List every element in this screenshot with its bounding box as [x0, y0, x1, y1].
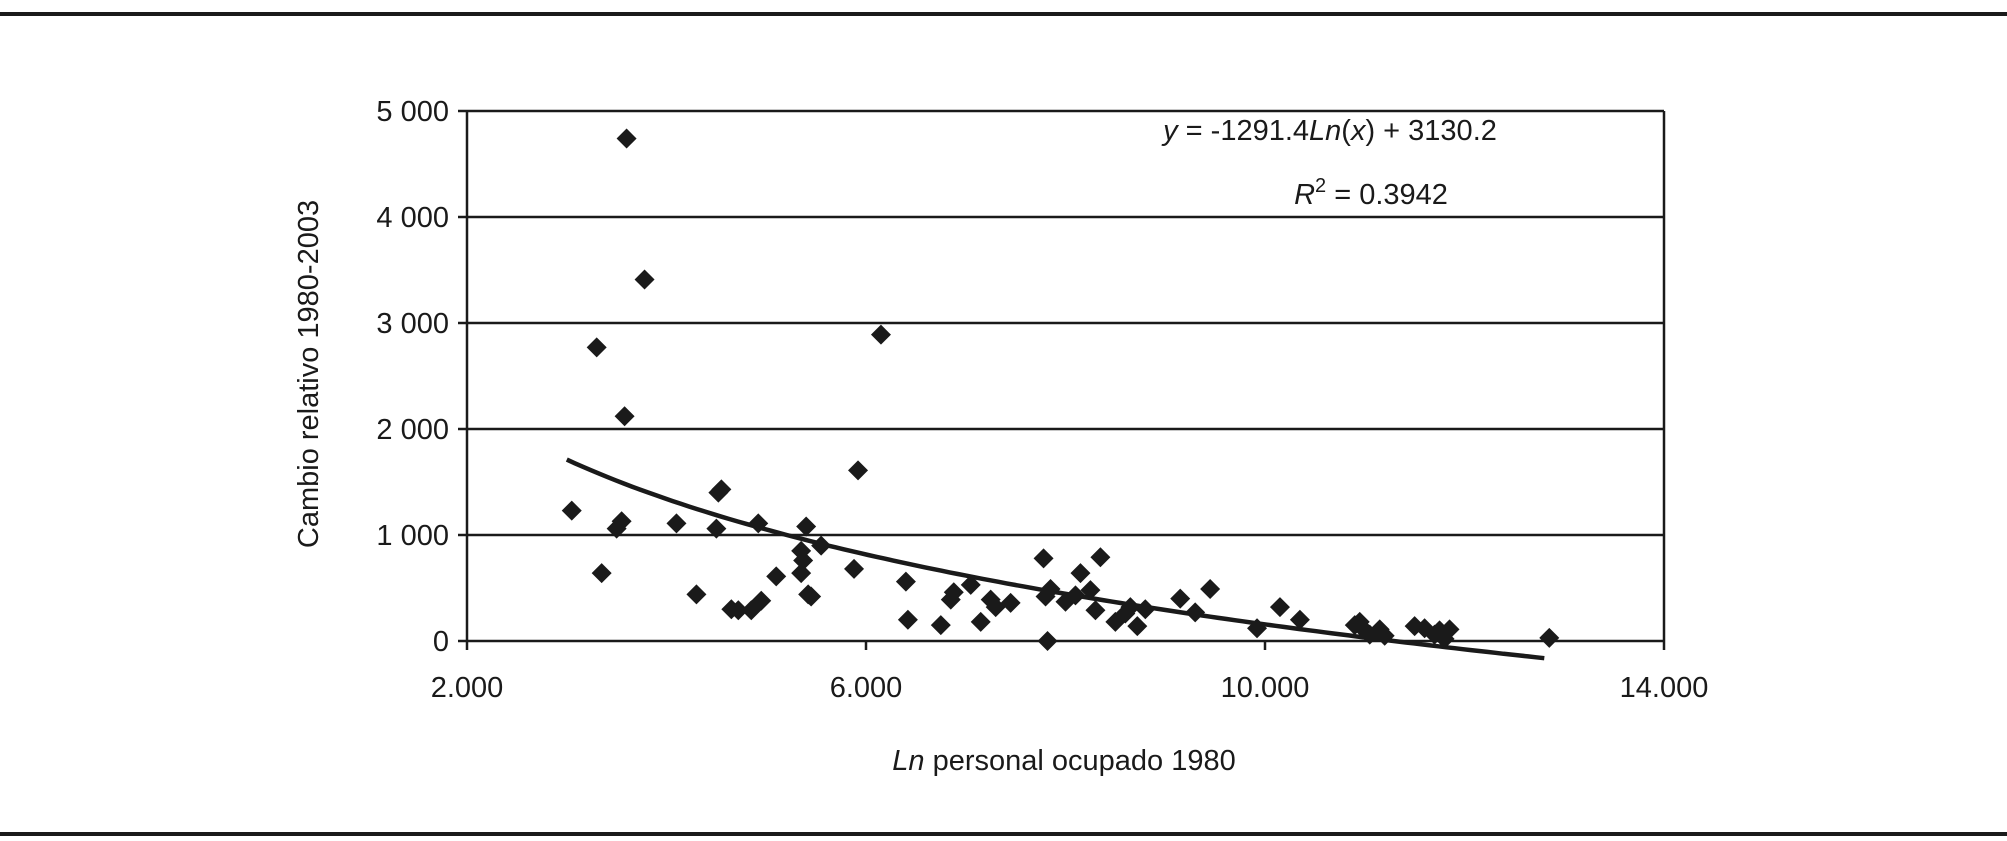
- r-squared-r: R: [1294, 179, 1315, 211]
- gridlines: [467, 109, 1664, 537]
- x-axis-title-ln: Ln: [892, 745, 924, 777]
- data-point: [611, 511, 632, 532]
- equation-rest1: = -1291.4: [1178, 115, 1309, 147]
- y-tick-label: 2 000: [376, 414, 449, 446]
- equation-ln: Ln: [1309, 115, 1341, 147]
- x-axis-title: Ln personal ocupado 1980: [892, 745, 1235, 777]
- data-point: [1135, 599, 1156, 620]
- data-point: [930, 615, 951, 636]
- data-point: [751, 590, 772, 611]
- data-point: [706, 518, 727, 539]
- data-point: [791, 563, 812, 584]
- data-point: [985, 597, 1006, 618]
- data-point: [895, 571, 916, 592]
- r-squared: R2 = 0.3942: [1294, 175, 1448, 211]
- data-point: [1247, 618, 1268, 639]
- x-tick-label: 10.000: [1221, 672, 1310, 704]
- axes: [458, 109, 1666, 650]
- data-point: [844, 558, 865, 579]
- top-rule: [0, 12, 2007, 16]
- equation-y: y: [1161, 115, 1179, 147]
- data-point: [1040, 579, 1061, 600]
- data-point: [591, 563, 612, 584]
- data-point: [1127, 616, 1148, 637]
- equation-x: x: [1349, 115, 1367, 147]
- data-point: [634, 269, 655, 290]
- data-point: [801, 586, 822, 607]
- data-point: [1120, 597, 1141, 618]
- data-point: [1090, 547, 1111, 568]
- data-point: [848, 460, 869, 481]
- y-tick-label: 5 000: [376, 96, 449, 128]
- data-points: [561, 128, 1560, 651]
- data-point: [796, 516, 817, 537]
- equation-rest2: ) + 3130.2: [1365, 115, 1496, 147]
- data-point: [616, 128, 637, 149]
- x-tick-label: 6.000: [830, 672, 903, 704]
- data-point: [586, 337, 607, 358]
- data-point: [1200, 579, 1221, 600]
- data-point: [728, 600, 749, 621]
- data-point: [766, 566, 787, 587]
- data-point: [666, 513, 687, 534]
- data-point: [1080, 580, 1101, 601]
- x-axis-title-rest: personal ocupado 1980: [925, 745, 1236, 777]
- y-tick-label: 0: [433, 626, 449, 658]
- trend-equation: y = -1291.4Ln(x) + 3130.2: [1161, 115, 1497, 147]
- tick-labels: 0 1 000 2 000 3 000 4 000 5 000 2.000 6.000 10.0…: [376, 96, 1708, 704]
- data-point: [1170, 588, 1191, 609]
- data-point: [870, 324, 891, 345]
- data-point: [748, 513, 769, 534]
- data-point: [711, 479, 732, 500]
- equation-open: (: [1341, 115, 1351, 147]
- data-point: [1037, 631, 1058, 651]
- data-point: [1289, 609, 1310, 630]
- y-tick-label: 3 000: [376, 308, 449, 340]
- data-point: [1070, 563, 1091, 584]
- data-point: [897, 609, 918, 630]
- data-point: [1000, 592, 1021, 613]
- data-point: [1185, 602, 1206, 623]
- data-point: [1439, 619, 1460, 640]
- data-point: [960, 574, 981, 595]
- data-point: [561, 500, 582, 521]
- data-point: [1065, 585, 1086, 606]
- x-tick-label: 2.000: [431, 672, 504, 704]
- y-axis-title: Cambio relativo 1980-2003: [293, 200, 325, 548]
- data-point: [1033, 548, 1054, 569]
- data-point: [970, 611, 991, 632]
- data-point: [811, 535, 832, 556]
- r-squared-sup: 2: [1315, 175, 1326, 197]
- data-point: [1539, 627, 1560, 648]
- data-point: [1374, 625, 1395, 646]
- data-point: [1085, 600, 1106, 621]
- r-squared-rest: = 0.3942: [1326, 179, 1448, 211]
- data-point: [1269, 597, 1290, 618]
- y-tick-label: 1 000: [376, 520, 449, 552]
- data-point: [686, 584, 707, 605]
- data-point: [943, 582, 964, 603]
- data-point: [793, 550, 814, 571]
- bottom-rule: [0, 832, 2007, 836]
- data-point: [614, 406, 635, 427]
- x-tick-label: 14.000: [1620, 672, 1709, 704]
- y-tick-label: 4 000: [376, 202, 449, 234]
